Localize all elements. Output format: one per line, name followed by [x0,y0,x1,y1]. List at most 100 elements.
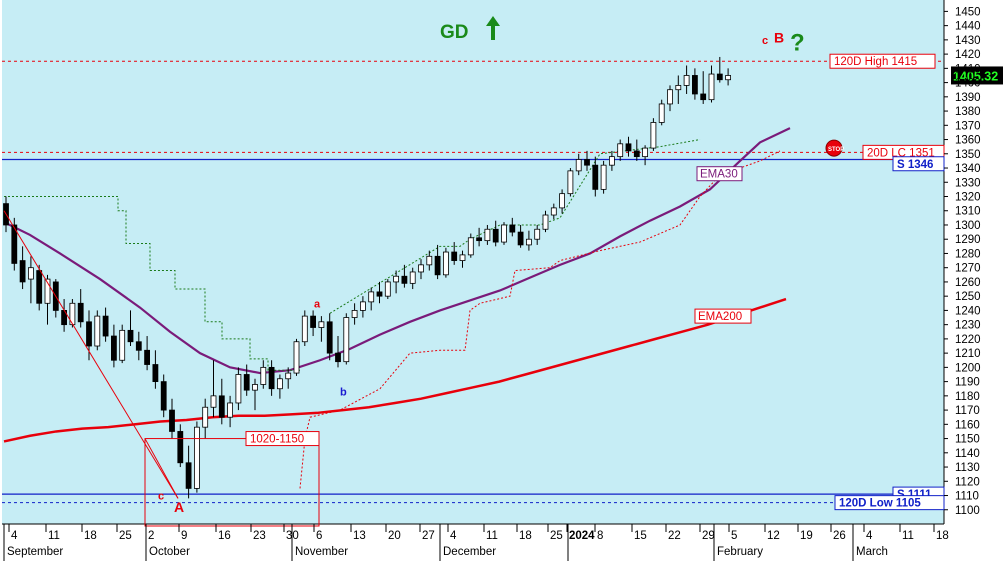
month-label: February [717,546,763,558]
candle-body [434,255,441,276]
y-tick-label: 1370 [955,120,981,132]
y-tick-label: 1140 [955,448,980,460]
candle-body [501,224,507,243]
candle-body [409,271,416,284]
candle-body [609,156,615,166]
downtrend-line [3,210,179,499]
candle-body [442,251,449,276]
label-ema200-box [694,308,752,324]
y-tick-label: 1220 [955,334,981,346]
y-tick-label: 1410 [955,63,981,75]
candle-body [152,364,159,383]
x-tick-label: 29 [702,530,715,542]
candle-body [27,267,34,280]
x-tick-label: 5 [731,530,737,542]
x-tick-label: 4 [866,530,873,542]
candle-body [368,291,375,303]
candle-body [119,329,126,361]
candle-body [617,143,624,158]
label-s1346-box [892,156,945,172]
y-tick-label: 1190 [955,377,980,389]
candle-body [268,366,275,390]
candle-body [492,228,499,243]
candle-body [567,170,574,195]
candle-body [86,321,92,347]
candle-body [11,224,18,264]
y-tick-label: 1450 [955,6,981,18]
last-price-tag-box [951,66,1003,85]
label-120d-high: 120D High 1415 [834,56,917,68]
candle-body [285,372,292,380]
y-tick-label: 1150 [955,434,980,446]
candle-body [393,275,400,283]
month-label: September [7,546,63,558]
downtrend-line-2 [144,438,179,499]
y-tick-label: 1340 [955,163,981,175]
candle-body [36,270,43,304]
candle-body [276,378,283,390]
x-tick-label: 22 [668,530,681,542]
wave-label-B: B [774,29,784,45]
label-ema30: EMA30 [700,169,738,181]
x-tick-label: 15 [634,530,647,542]
candle-body [335,352,341,363]
y-tick-label: 1290 [955,234,981,246]
y-tick-label: 1420 [955,49,981,61]
y-tick-label: 1180 [955,391,980,403]
x-tick-label: 2024 [569,530,595,542]
y-tick-label: 1230 [955,320,981,332]
y-tick-label: 1330 [955,177,981,189]
candle-body [550,207,557,216]
candle-body [210,395,217,408]
candle-body [102,315,109,337]
candle-body [144,349,151,365]
y-tick-label: 1360 [955,135,981,147]
label-range-box: 1020-1150 [250,434,304,446]
ema200-line [3,297,787,443]
y-tick-label: 1240 [955,305,981,317]
candle-body [592,164,599,190]
x-tick-label: 25 [119,530,132,542]
candle-body [260,366,267,385]
x-tick-label: 9 [181,530,187,542]
label-120d-low: 120D Low 1105 [839,498,921,510]
last-price-tag: 1405.32 [953,69,998,83]
x-tick-label: 27 [422,530,435,542]
candle-body [451,251,458,261]
label-range-box-box [245,431,320,447]
label-120d-low-box [834,495,945,511]
wave-label-a: a [314,298,321,310]
candle-body [600,164,607,190]
y-tick-label: 1250 [955,291,981,303]
candle-body [111,335,117,361]
candle-body [725,75,731,81]
y-tick-label: 1160 [955,419,980,431]
candle-body [700,93,707,101]
y-tick-label: 1200 [955,362,981,374]
y-tick-label: 1380 [955,106,981,118]
trailing-stop-red-line [299,150,781,489]
candle-body [526,238,532,246]
ema30-line [3,127,791,375]
y-tick-label: 1350 [955,149,981,161]
candle-body [218,395,225,418]
y-tick-label: 1270 [955,263,981,275]
candle-body [584,159,590,166]
candle-body [542,214,549,230]
x-tick-label: 11 [48,530,60,542]
y-tick-label: 1280 [955,248,981,260]
x-tick-label: 12 [767,530,780,542]
y-tick-label: 1440 [955,21,981,33]
x-tick-label: 8 [597,530,603,542]
up-arrow-icon [486,16,500,40]
y-tick-label: 1320 [955,192,981,204]
x-tick-label: 11 [486,530,498,542]
candle-body [235,374,242,404]
candle-body [575,159,582,172]
candle-body [227,402,234,418]
y-axis-panel [944,0,1003,561]
candle-body [127,329,134,343]
y-tick-label: 1110 [955,491,979,503]
